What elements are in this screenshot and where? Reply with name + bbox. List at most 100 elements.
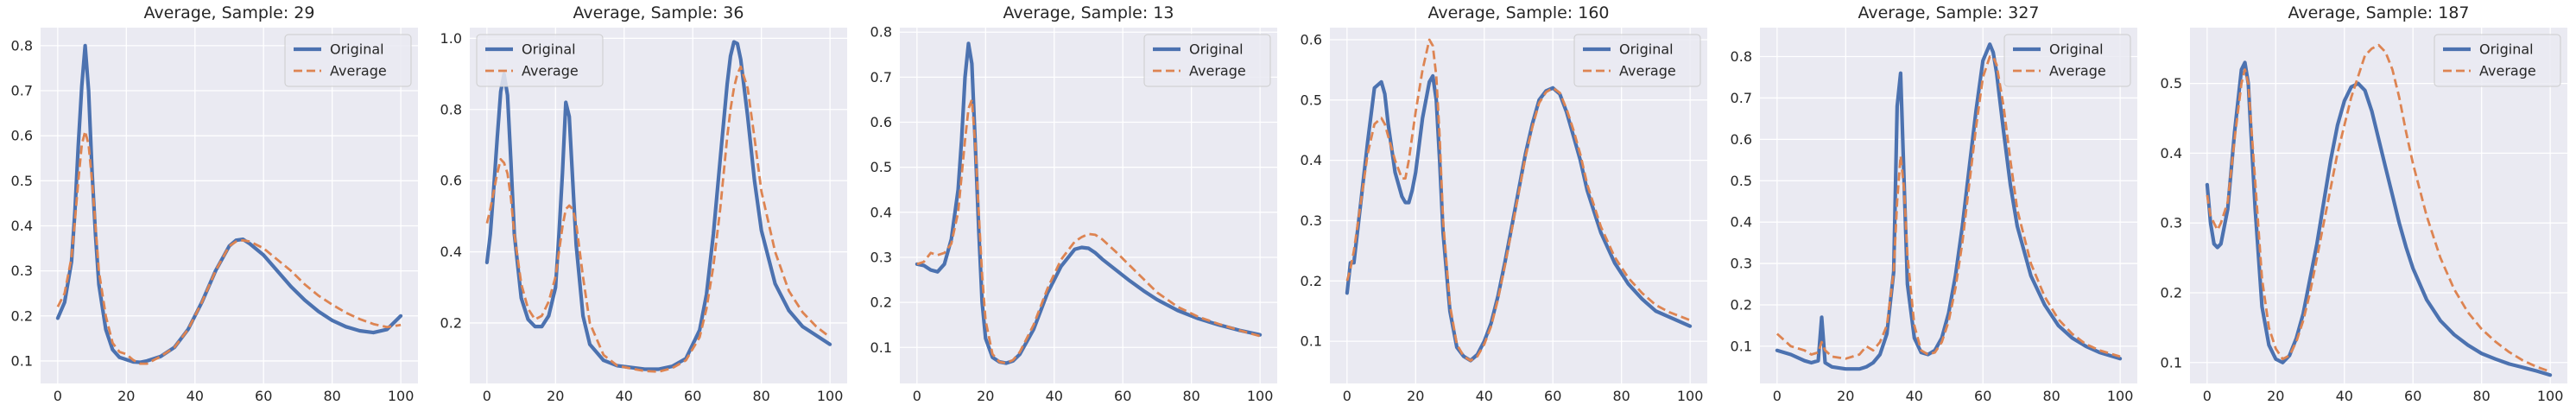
y-tick-label: 1.0 <box>440 30 462 47</box>
x-tick-label: 80 <box>2473 388 2491 404</box>
y-tick-label: 0.2 <box>870 294 892 311</box>
x-tick-label: 40 <box>1046 388 1063 404</box>
legend-label-original: Original <box>2049 41 2104 58</box>
y-tick-label: 0.3 <box>870 249 892 265</box>
x-tick-label: 60 <box>1114 388 1131 404</box>
y-tick-label: 0.2 <box>2161 284 2182 301</box>
x-tick-label: 60 <box>2404 388 2421 404</box>
x-tick-label: 0 <box>2203 388 2212 404</box>
series-line-original <box>2205 60 2553 377</box>
chart-title: Average, Sample: 160 <box>1427 3 1609 22</box>
y-tick-label: 0.3 <box>1301 212 1322 229</box>
chart-title: Average, Sample: 327 <box>1858 3 2039 22</box>
y-tick-label: 0.5 <box>11 173 33 189</box>
x-tick-label: 20 <box>977 388 994 404</box>
legend: Original Average <box>2434 34 2561 87</box>
subplot-2: 0 20 40 60 80 100 0.2 0.4 0.6 0.8 1.0 Average, Samp… <box>440 3 847 404</box>
legend-label-average: Average <box>522 63 579 79</box>
y-tick-label: 0.3 <box>2161 215 2182 231</box>
y-tick-label: 0.5 <box>2161 75 2182 92</box>
x-tick-label: 40 <box>187 388 204 404</box>
y-tick-label: 0.4 <box>440 244 462 260</box>
chart-title: Average, Sample: 36 <box>573 3 744 22</box>
y-tick-label: 0.6 <box>11 128 33 144</box>
x-tick-label: 80 <box>2043 388 2060 404</box>
y-tick-label: 0.5 <box>1301 92 1322 108</box>
legend-label-original: Original <box>2479 41 2534 58</box>
plot-area <box>1330 28 1707 383</box>
legend-label-original: Original <box>1619 41 1674 58</box>
x-tick-label: 80 <box>324 388 341 404</box>
x-tick-label: 100 <box>2107 388 2134 404</box>
x-tick-label: 100 <box>2537 388 2564 404</box>
chart-title: Average, Sample: 187 <box>2288 3 2469 22</box>
subplot-4: 0 20 40 60 80 100 0.1 0.2 0.3 0.4 0.5 0.6 Average, S… <box>1301 3 1707 404</box>
y-tick-label: 0.8 <box>440 101 462 117</box>
y-tick-label: 0.5 <box>1731 173 1752 189</box>
y-tick-label: 0.1 <box>1731 338 1752 354</box>
x-tick-label: 40 <box>2336 388 2353 404</box>
legend-label-average: Average <box>1619 63 1676 79</box>
series-line-original <box>1775 42 2123 371</box>
series-line-average <box>1345 38 1691 362</box>
x-tick-label: 80 <box>1183 388 1200 404</box>
y-tick-label: 0.4 <box>11 218 33 234</box>
y-tick-label: 0.7 <box>870 69 892 86</box>
legend: Original Average <box>476 34 604 87</box>
series-line-average <box>485 65 831 373</box>
legend-label-original: Original <box>330 41 384 58</box>
y-tick-label: 0.6 <box>1301 31 1322 48</box>
legend-label-original: Original <box>1189 41 1244 58</box>
y-tick-label: 0.1 <box>870 339 892 356</box>
y-tick-label: 0.4 <box>1301 152 1322 168</box>
y-tick-label: 0.6 <box>440 173 462 189</box>
x-tick-label: 0 <box>1343 388 1351 404</box>
x-tick-label: 20 <box>547 388 564 404</box>
x-tick-label: 20 <box>1407 388 1424 404</box>
chart-title: Average, Sample: 13 <box>1003 3 1174 22</box>
series-line-average <box>2206 43 2551 373</box>
y-tick-label: 0.4 <box>1731 214 1752 231</box>
x-tick-label: 0 <box>1773 388 1782 404</box>
x-tick-label: 20 <box>1837 388 1854 404</box>
x-tick-label: 100 <box>817 388 844 404</box>
y-tick-label: 0.5 <box>870 159 892 175</box>
y-tick-label: 0.1 <box>2161 354 2182 370</box>
subplot-6: 0 20 40 60 80 100 0.1 0.2 0.3 0.4 0.5 Average, Samp… <box>2161 3 2567 404</box>
x-tick-label: 60 <box>1544 388 1561 404</box>
x-tick-label: 100 <box>1677 388 1704 404</box>
x-tick-label: 0 <box>483 388 491 404</box>
y-tick-label: 0.3 <box>11 263 33 279</box>
legend-label-original: Original <box>522 41 576 58</box>
y-tick-label: 0.2 <box>440 314 462 331</box>
y-tick-label: 0.8 <box>11 37 33 54</box>
x-tick-label: 20 <box>117 388 135 404</box>
y-tick-label: 0.7 <box>1731 90 1752 106</box>
y-tick-label: 0.3 <box>1731 256 1752 272</box>
y-tick-label: 0.2 <box>1731 296 1752 313</box>
y-tick-label: 0.4 <box>2161 145 2182 162</box>
plot-area <box>2190 28 2567 383</box>
x-tick-label: 60 <box>684 388 701 404</box>
y-tick-label: 0.7 <box>11 83 33 99</box>
y-tick-label: 0.1 <box>1301 333 1322 350</box>
subplot-1: 0 20 40 60 80 100 0.1 0.2 0.3 0.4 0.5 0.6 0.7 0.8 Aver… <box>11 3 418 404</box>
legend-label-average: Average <box>330 63 387 79</box>
x-tick-label: 0 <box>54 388 62 404</box>
x-tick-label: 0 <box>913 388 921 404</box>
y-tick-label: 0.6 <box>1731 131 1752 148</box>
x-tick-label: 60 <box>255 388 272 404</box>
subplot-3: 0 20 40 60 80 100 0.1 0.2 0.3 0.4 0.5 0.6 0.7 0.8 Aver… <box>870 3 1277 404</box>
series-line-average <box>916 98 1261 364</box>
x-tick-label: 20 <box>2267 388 2284 404</box>
x-tick-label: 60 <box>1974 388 1991 404</box>
y-tick-label: 0.6 <box>870 114 892 130</box>
legend-label-average: Average <box>1189 63 1246 79</box>
y-tick-label: 0.4 <box>870 204 892 220</box>
y-tick-label: 0.2 <box>11 307 33 324</box>
subplot-5: 0 20 40 60 80 100 0.1 0.2 0.3 0.4 0.5 0.6 0.7 0.8 Aver… <box>1731 3 2137 404</box>
x-tick-label: 40 <box>1906 388 1923 404</box>
x-tick-label: 100 <box>1247 388 1274 404</box>
legend: Original Average <box>284 34 412 87</box>
